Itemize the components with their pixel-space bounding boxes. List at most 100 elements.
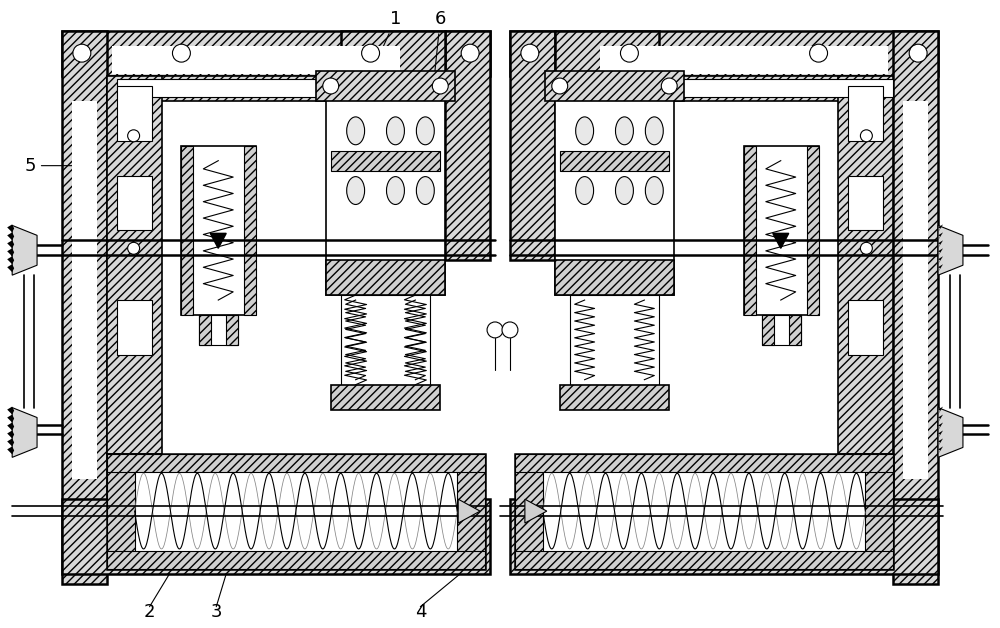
Bar [331,385,440,409]
Bar [807,146,819,315]
Bar [744,146,756,315]
Ellipse shape [615,117,633,144]
Bar [72,101,97,479]
Polygon shape [7,406,14,414]
Polygon shape [7,264,14,272]
Polygon shape [938,408,963,457]
Bar [848,86,883,141]
Polygon shape [458,499,480,523]
Bar [341,295,430,385]
Bar [600,46,888,74]
Bar [181,146,256,315]
Circle shape [73,44,91,62]
Circle shape [502,322,518,338]
Bar [445,31,490,260]
Ellipse shape [387,117,404,144]
Ellipse shape [416,117,434,144]
Bar [560,151,669,171]
Bar [560,385,669,409]
Polygon shape [7,224,14,232]
Bar [107,455,135,569]
Bar [107,455,485,472]
Text: 5: 5 [24,156,89,175]
Polygon shape [7,248,14,256]
Polygon shape [7,414,14,423]
Bar [893,31,938,584]
Text: 6: 6 [431,10,446,113]
Bar [555,76,893,101]
Bar [515,551,893,569]
Polygon shape [7,430,14,438]
Bar [848,300,883,355]
Bar [326,260,445,295]
Polygon shape [7,256,14,264]
Polygon shape [938,423,943,430]
Polygon shape [7,241,14,248]
Ellipse shape [645,176,663,205]
Bar [789,315,801,345]
Circle shape [172,44,190,62]
Bar [226,315,238,345]
Circle shape [552,78,568,94]
Bar [865,455,893,569]
Ellipse shape [576,117,594,144]
Ellipse shape [347,117,365,144]
Bar [107,551,485,569]
Bar [457,455,485,569]
Polygon shape [210,234,226,248]
Bar [664,79,893,97]
Polygon shape [7,423,14,430]
Text: 4: 4 [415,603,426,620]
Polygon shape [938,438,943,447]
Circle shape [860,242,872,254]
Circle shape [810,44,828,62]
Bar [117,176,152,230]
Circle shape [620,44,638,62]
Ellipse shape [347,176,365,205]
Polygon shape [938,447,943,455]
Circle shape [860,130,872,142]
Polygon shape [525,499,547,523]
Bar [510,31,938,76]
Ellipse shape [645,117,663,144]
Bar [117,86,152,141]
Bar [515,455,893,472]
Ellipse shape [615,176,633,205]
Bar [62,31,107,584]
Ellipse shape [387,176,404,205]
Circle shape [362,44,380,62]
Bar [848,176,883,230]
Bar [107,76,445,101]
Circle shape [461,44,479,62]
Polygon shape [938,256,943,264]
Ellipse shape [576,176,594,205]
Polygon shape [7,232,14,241]
Polygon shape [7,447,14,455]
Bar [107,76,162,455]
Bar [326,76,445,295]
Polygon shape [12,225,37,275]
Bar [510,31,555,260]
Bar [744,146,819,315]
Polygon shape [938,406,943,414]
Bar [762,315,774,345]
Circle shape [909,44,927,62]
Polygon shape [938,430,943,438]
Bar [316,71,455,101]
Bar [510,499,938,574]
Bar [762,315,801,345]
Polygon shape [938,225,963,275]
Bar [903,101,928,479]
Polygon shape [12,408,37,457]
Circle shape [128,130,140,142]
Bar [199,315,211,345]
Polygon shape [938,264,943,272]
Bar [515,455,543,569]
Polygon shape [7,438,14,447]
Bar [199,315,238,345]
Polygon shape [938,241,943,248]
Text: 1: 1 [367,10,401,84]
Polygon shape [938,224,943,232]
Bar [107,455,485,569]
Bar [244,146,256,315]
